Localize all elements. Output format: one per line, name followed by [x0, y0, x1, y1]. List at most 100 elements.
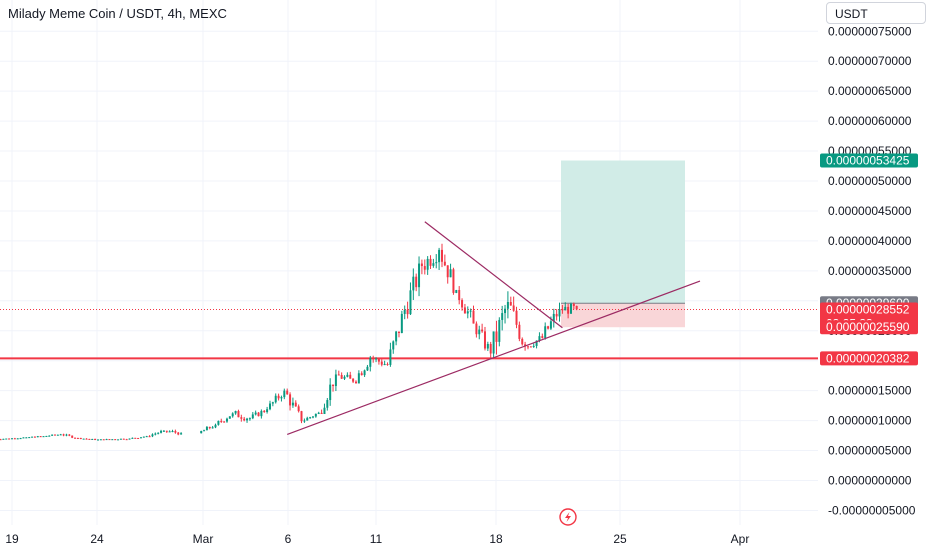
candle-body	[269, 403, 271, 410]
trendlines[interactable]	[286, 221, 701, 435]
candle-body	[395, 331, 398, 342]
candle-body	[248, 418, 251, 420]
y-tick-label: 0.00000050000	[828, 174, 912, 188]
grid-lines	[0, 0, 818, 525]
candle-body	[306, 417, 309, 421]
candle-body	[82, 438, 85, 440]
x-axis[interactable]: 19 24 Mar 6 11 18 25 Apr	[5, 532, 749, 546]
candle-body	[154, 433, 157, 435]
candle-body	[357, 373, 360, 384]
candle-body	[203, 430, 206, 432]
candle-body	[88, 438, 91, 440]
candle-body	[157, 432, 160, 434]
lightning-icon[interactable]	[559, 508, 577, 526]
candle-body	[311, 416, 314, 418]
candle-body	[65, 434, 68, 436]
candle-body	[423, 266, 426, 270]
stop-zone[interactable]	[561, 303, 685, 328]
candle-body	[558, 309, 561, 317]
candle-body	[334, 374, 337, 387]
candle-body	[99, 439, 102, 441]
candle-body	[108, 439, 111, 441]
candle-body	[214, 424, 217, 428]
candle-body	[246, 418, 249, 421]
candle-body	[0, 439, 2, 441]
candle-body	[326, 400, 329, 408]
candle-body	[372, 357, 375, 360]
candle-body	[452, 269, 455, 293]
candle-body	[59, 434, 62, 436]
candle-body	[237, 411, 240, 418]
candle-body	[492, 331, 495, 354]
candle-body	[297, 406, 300, 412]
candle-body	[564, 306, 567, 311]
candle-body	[36, 436, 39, 438]
candle-body	[380, 361, 383, 365]
candle-body	[25, 437, 28, 439]
price-tag	[820, 351, 918, 366]
y-axis[interactable]: 0.00000075000 0.00000070000 0.00000065000 0…	[828, 24, 916, 517]
candle-body	[165, 430, 168, 432]
candle-body	[33, 436, 36, 438]
candle-body	[257, 412, 260, 417]
candle-body	[323, 407, 326, 415]
candle-body	[39, 436, 42, 438]
candle-body	[217, 420, 220, 425]
candle-body	[174, 431, 177, 433]
symbol-title: Milady Meme Coin / USDT, 4h, MEXC	[8, 6, 227, 21]
candle-body	[22, 437, 25, 439]
candle-body	[240, 417, 243, 419]
x-tick-label: 6	[285, 532, 292, 546]
candle-body	[463, 307, 466, 314]
candle-body	[31, 436, 34, 438]
candle-body	[105, 439, 108, 441]
candle-body	[208, 426, 211, 429]
x-tick-label: Mar	[193, 532, 214, 546]
candle-body	[134, 437, 137, 439]
candle-body	[8, 438, 11, 440]
y-tick-label: 0.00000000000	[828, 474, 912, 488]
candle-body	[504, 308, 507, 314]
candle-body	[145, 436, 148, 438]
candle-body	[68, 434, 71, 436]
candle-body	[200, 431, 203, 434]
candle-body	[461, 300, 464, 308]
candle-body	[489, 343, 492, 354]
candle-body	[119, 438, 122, 440]
x-tick-label: 24	[90, 532, 104, 546]
candle-body	[329, 384, 332, 401]
candle-body	[443, 261, 446, 266]
candle-body	[355, 381, 357, 384]
candle-body	[74, 437, 77, 439]
trendline-ascending[interactable]	[286, 280, 701, 435]
candle-body	[286, 390, 289, 395]
candle-body	[274, 395, 277, 403]
candle-body	[418, 263, 421, 288]
target-zone[interactable]	[561, 160, 685, 304]
candle-body	[495, 331, 498, 342]
candle-body	[205, 426, 208, 431]
candle-body	[128, 438, 131, 440]
candle-body	[569, 303, 572, 314]
candle-body	[317, 412, 320, 414]
trendline-descending[interactable]	[424, 221, 563, 329]
y-tick-label: 0.00000010000	[828, 414, 912, 428]
candle-body	[547, 326, 550, 329]
y-tick-label: 0.00000040000	[828, 234, 912, 248]
candle-body	[521, 338, 524, 345]
x-tick-label: 18	[489, 532, 503, 546]
y-tick-label: 0.00000015000	[828, 384, 912, 398]
candle-body	[162, 430, 165, 432]
currency-selector[interactable]: USDT	[826, 2, 926, 24]
candle-body	[544, 326, 547, 338]
candle-body	[211, 427, 214, 429]
candle-body	[48, 435, 51, 437]
candle-body	[343, 376, 346, 379]
candle-body	[332, 384, 335, 387]
candle-body	[397, 331, 400, 334]
candle-body	[429, 258, 432, 266]
y-tick-label: 0.00000075000	[828, 24, 912, 38]
candle-body	[561, 309, 564, 311]
candle-body	[42, 436, 45, 438]
